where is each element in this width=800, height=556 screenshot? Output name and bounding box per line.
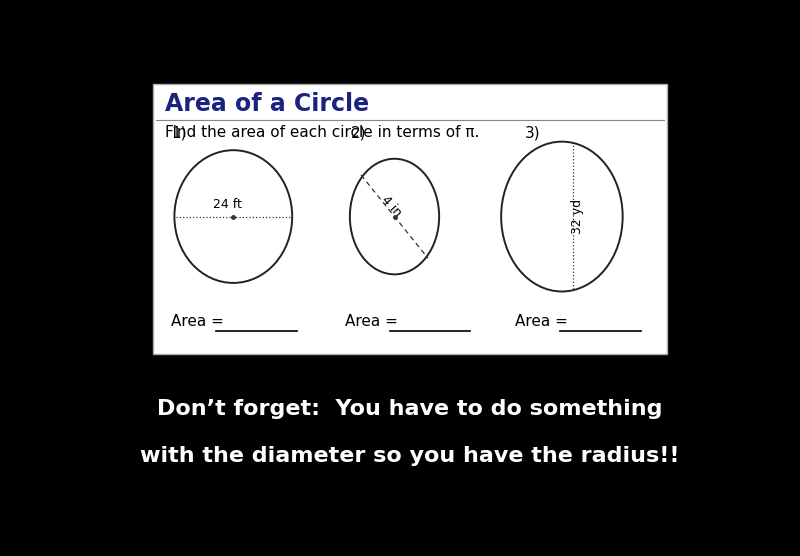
Text: 24 ft: 24 ft (213, 198, 242, 211)
Text: 3): 3) (525, 126, 540, 141)
Text: 32 yd: 32 yd (571, 199, 584, 234)
Bar (153, 84, 667, 354)
Text: Don’t forget:  You have to do something: Don’t forget: You have to do something (158, 399, 662, 419)
Text: 4 in: 4 in (378, 193, 404, 219)
Text: Area =: Area = (171, 314, 229, 329)
Text: 2): 2) (351, 126, 366, 141)
Text: Area =: Area = (345, 314, 402, 329)
Text: with the diameter so you have the radius!!: with the diameter so you have the radius… (140, 446, 680, 466)
Text: 1): 1) (171, 126, 187, 141)
Text: Find the area of each circle in terms of π.: Find the area of each circle in terms of… (165, 125, 479, 140)
Text: Area =: Area = (515, 314, 573, 329)
Text: Area of a Circle: Area of a Circle (165, 92, 370, 116)
